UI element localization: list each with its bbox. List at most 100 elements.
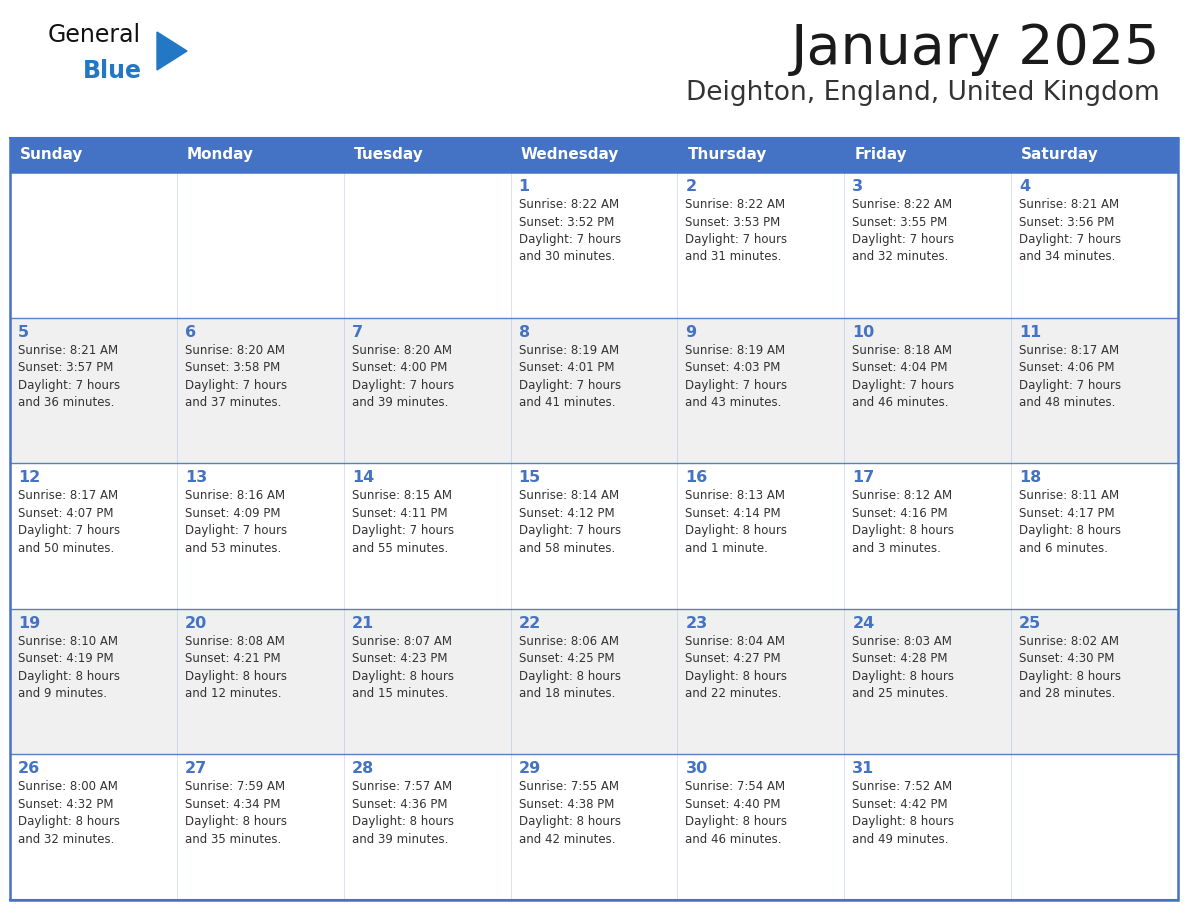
Bar [343,138,511,172]
Text: 14: 14 [352,470,374,486]
Text: 10: 10 [852,325,874,340]
Text: Sunrise: 8:13 AM
Sunset: 4:14 PM
Daylight: 8 hours
and 1 minute.: Sunrise: 8:13 AM Sunset: 4:14 PM Dayligh… [685,489,788,554]
Text: Friday: Friday [854,148,906,162]
Bar [1011,464,1178,609]
Bar [343,609,511,755]
Text: Wednesday: Wednesday [520,148,619,162]
Text: Sunrise: 8:15 AM
Sunset: 4:11 PM
Daylight: 7 hours
and 55 minutes.: Sunrise: 8:15 AM Sunset: 4:11 PM Dayligh… [352,489,454,554]
Text: Tuesday: Tuesday [354,148,423,162]
Bar [677,609,845,755]
Text: Sunrise: 8:04 AM
Sunset: 4:27 PM
Daylight: 8 hours
and 22 minutes.: Sunrise: 8:04 AM Sunset: 4:27 PM Dayligh… [685,635,788,700]
Bar [677,755,845,900]
Text: Sunrise: 8:08 AM
Sunset: 4:21 PM
Daylight: 8 hours
and 12 minutes.: Sunrise: 8:08 AM Sunset: 4:21 PM Dayligh… [185,635,286,700]
Bar [1011,318,1178,464]
Bar [511,609,677,755]
Bar [343,172,511,318]
Bar [1011,755,1178,900]
Bar [10,138,1178,900]
Text: 7: 7 [352,325,362,340]
Text: Sunrise: 8:20 AM
Sunset: 3:58 PM
Daylight: 7 hours
and 37 minutes.: Sunrise: 8:20 AM Sunset: 3:58 PM Dayligh… [185,343,287,409]
Text: Saturday: Saturday [1022,148,1099,162]
Text: General: General [48,23,141,47]
Text: Sunrise: 8:22 AM
Sunset: 3:55 PM
Daylight: 7 hours
and 32 minutes.: Sunrise: 8:22 AM Sunset: 3:55 PM Dayligh… [852,198,954,263]
Text: 31: 31 [852,761,874,777]
Bar [845,318,1011,464]
Text: 28: 28 [352,761,374,777]
Text: Blue: Blue [83,59,143,83]
Bar [677,138,845,172]
Text: Sunrise: 8:00 AM
Sunset: 4:32 PM
Daylight: 8 hours
and 32 minutes.: Sunrise: 8:00 AM Sunset: 4:32 PM Dayligh… [18,780,120,845]
Text: Sunrise: 8:18 AM
Sunset: 4:04 PM
Daylight: 7 hours
and 46 minutes.: Sunrise: 8:18 AM Sunset: 4:04 PM Dayligh… [852,343,954,409]
Text: Sunrise: 8:16 AM
Sunset: 4:09 PM
Daylight: 7 hours
and 53 minutes.: Sunrise: 8:16 AM Sunset: 4:09 PM Dayligh… [185,489,287,554]
Text: 12: 12 [18,470,40,486]
Bar [511,755,677,900]
Text: 5: 5 [18,325,30,340]
Text: Sunrise: 7:57 AM
Sunset: 4:36 PM
Daylight: 8 hours
and 39 minutes.: Sunrise: 7:57 AM Sunset: 4:36 PM Dayligh… [352,780,454,845]
Polygon shape [157,32,187,70]
Bar [1011,172,1178,318]
Bar [343,464,511,609]
Text: 24: 24 [852,616,874,631]
Text: 1: 1 [519,179,530,194]
Bar [677,172,845,318]
Text: Monday: Monday [187,148,254,162]
Text: Sunrise: 8:22 AM
Sunset: 3:52 PM
Daylight: 7 hours
and 30 minutes.: Sunrise: 8:22 AM Sunset: 3:52 PM Dayligh… [519,198,620,263]
Text: Sunrise: 8:07 AM
Sunset: 4:23 PM
Daylight: 8 hours
and 15 minutes.: Sunrise: 8:07 AM Sunset: 4:23 PM Dayligh… [352,635,454,700]
Text: January 2025: January 2025 [790,22,1159,76]
Bar [511,138,677,172]
Text: Sunrise: 8:17 AM
Sunset: 4:07 PM
Daylight: 7 hours
and 50 minutes.: Sunrise: 8:17 AM Sunset: 4:07 PM Dayligh… [18,489,120,554]
Text: 25: 25 [1019,616,1042,631]
Bar [177,609,343,755]
Text: 30: 30 [685,761,708,777]
Text: Sunrise: 8:11 AM
Sunset: 4:17 PM
Daylight: 8 hours
and 6 minutes.: Sunrise: 8:11 AM Sunset: 4:17 PM Dayligh… [1019,489,1121,554]
Bar [10,755,177,900]
Text: Sunrise: 8:20 AM
Sunset: 4:00 PM
Daylight: 7 hours
and 39 minutes.: Sunrise: 8:20 AM Sunset: 4:00 PM Dayligh… [352,343,454,409]
Text: 29: 29 [519,761,541,777]
Bar [177,138,343,172]
Bar [177,464,343,609]
Bar [845,609,1011,755]
Text: 2: 2 [685,179,696,194]
Text: 19: 19 [18,616,40,631]
Bar [10,609,177,755]
Text: Sunrise: 8:02 AM
Sunset: 4:30 PM
Daylight: 8 hours
and 28 minutes.: Sunrise: 8:02 AM Sunset: 4:30 PM Dayligh… [1019,635,1121,700]
Bar [177,318,343,464]
Text: Sunrise: 8:21 AM
Sunset: 3:57 PM
Daylight: 7 hours
and 36 minutes.: Sunrise: 8:21 AM Sunset: 3:57 PM Dayligh… [18,343,120,409]
Text: Sunrise: 8:17 AM
Sunset: 4:06 PM
Daylight: 7 hours
and 48 minutes.: Sunrise: 8:17 AM Sunset: 4:06 PM Dayligh… [1019,343,1121,409]
Bar [845,172,1011,318]
Bar [1011,609,1178,755]
Text: 20: 20 [185,616,207,631]
Bar [343,755,511,900]
Text: Sunrise: 8:06 AM
Sunset: 4:25 PM
Daylight: 8 hours
and 18 minutes.: Sunrise: 8:06 AM Sunset: 4:25 PM Dayligh… [519,635,620,700]
Text: 9: 9 [685,325,696,340]
Text: 27: 27 [185,761,207,777]
Bar [511,172,677,318]
Text: 8: 8 [519,325,530,340]
Text: Deighton, England, United Kingdom: Deighton, England, United Kingdom [687,80,1159,106]
Text: 26: 26 [18,761,40,777]
Text: Sunrise: 8:21 AM
Sunset: 3:56 PM
Daylight: 7 hours
and 34 minutes.: Sunrise: 8:21 AM Sunset: 3:56 PM Dayligh… [1019,198,1121,263]
Text: Sunrise: 8:03 AM
Sunset: 4:28 PM
Daylight: 8 hours
and 25 minutes.: Sunrise: 8:03 AM Sunset: 4:28 PM Dayligh… [852,635,954,700]
Text: Sunrise: 8:19 AM
Sunset: 4:03 PM
Daylight: 7 hours
and 43 minutes.: Sunrise: 8:19 AM Sunset: 4:03 PM Dayligh… [685,343,788,409]
Bar [511,318,677,464]
Bar [10,172,177,318]
Text: 23: 23 [685,616,708,631]
Bar [1011,138,1178,172]
Text: Sunday: Sunday [20,148,83,162]
Text: Sunrise: 7:59 AM
Sunset: 4:34 PM
Daylight: 8 hours
and 35 minutes.: Sunrise: 7:59 AM Sunset: 4:34 PM Dayligh… [185,780,286,845]
Text: 17: 17 [852,470,874,486]
Bar [511,464,677,609]
Text: 13: 13 [185,470,207,486]
Text: 3: 3 [852,179,864,194]
Text: Sunrise: 7:52 AM
Sunset: 4:42 PM
Daylight: 8 hours
and 49 minutes.: Sunrise: 7:52 AM Sunset: 4:42 PM Dayligh… [852,780,954,845]
Text: 22: 22 [519,616,541,631]
Text: Sunrise: 7:55 AM
Sunset: 4:38 PM
Daylight: 8 hours
and 42 minutes.: Sunrise: 7:55 AM Sunset: 4:38 PM Dayligh… [519,780,620,845]
Bar [845,755,1011,900]
Text: 21: 21 [352,616,374,631]
Bar [845,138,1011,172]
Bar [10,318,177,464]
Text: Sunrise: 8:10 AM
Sunset: 4:19 PM
Daylight: 8 hours
and 9 minutes.: Sunrise: 8:10 AM Sunset: 4:19 PM Dayligh… [18,635,120,700]
Bar [677,318,845,464]
Bar [10,138,177,172]
Text: 15: 15 [519,470,541,486]
